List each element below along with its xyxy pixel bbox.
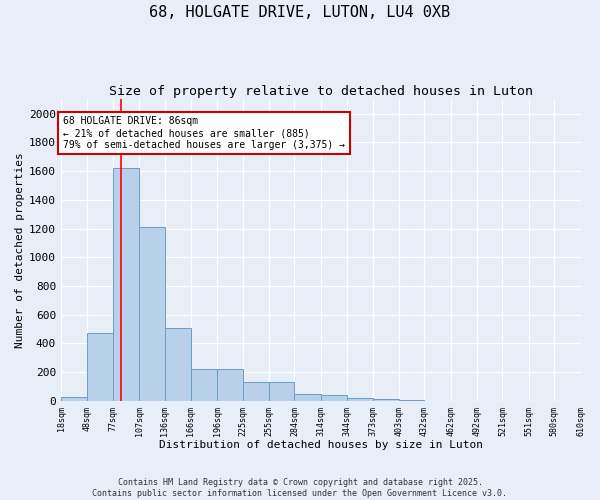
Bar [347,398,373,401]
Bar [139,227,164,401]
Bar [217,370,242,401]
Text: Contains HM Land Registry data © Crown copyright and database right 2025.
Contai: Contains HM Land Registry data © Crown c… [92,478,508,498]
Bar [242,382,269,401]
Bar [269,382,295,401]
Bar [295,394,321,401]
Bar [191,370,217,401]
Bar [373,399,399,401]
Y-axis label: Number of detached properties: Number of detached properties [15,152,25,348]
Bar [164,328,191,401]
Bar [61,396,88,401]
Bar [321,395,347,401]
Bar [399,400,424,401]
Bar [88,334,113,401]
Title: Size of property relative to detached houses in Luton: Size of property relative to detached ho… [109,85,533,98]
Bar [113,168,139,401]
Text: 68 HOLGATE DRIVE: 86sqm
← 21% of detached houses are smaller (885)
79% of semi-d: 68 HOLGATE DRIVE: 86sqm ← 21% of detache… [63,116,345,150]
Text: 68, HOLGATE DRIVE, LUTON, LU4 0XB: 68, HOLGATE DRIVE, LUTON, LU4 0XB [149,5,451,20]
X-axis label: Distribution of detached houses by size in Luton: Distribution of detached houses by size … [159,440,483,450]
